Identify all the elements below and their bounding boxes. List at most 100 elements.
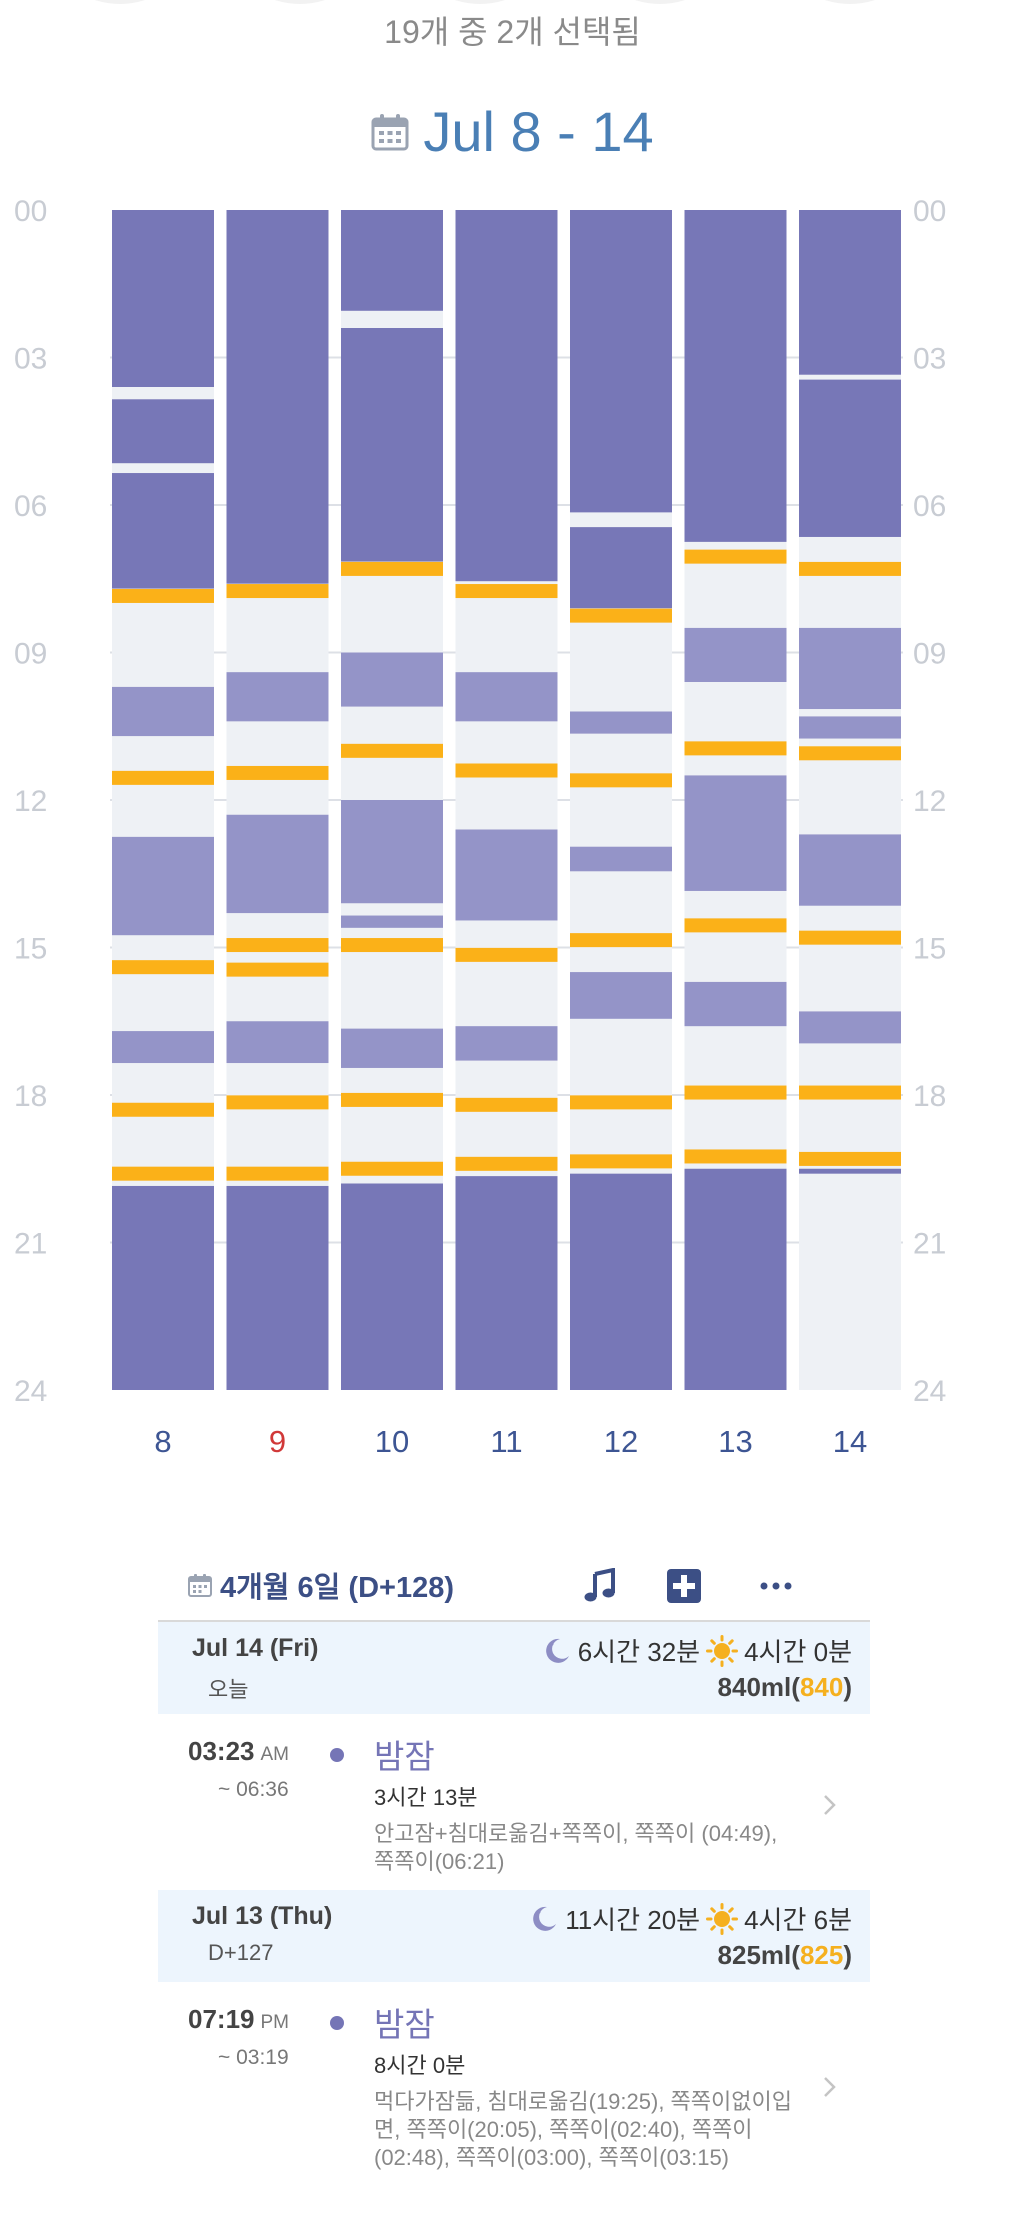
- sleep-entry[interactable]: 03:23 AM ~ 06:36 밤잠 3시간 13분 안고잠+침대로옮김+쪽쪽이…: [158, 1714, 870, 1890]
- feeding-mark: [799, 561, 901, 576]
- entry-ampm: PM: [260, 2012, 290, 2033]
- night-sleep-block: [226, 210, 329, 584]
- evening-sleep-block: [226, 1185, 329, 1390]
- more-icon[interactable]: [758, 1568, 794, 1604]
- selection-count: 19개 중 2개 선택됨: [384, 14, 641, 50]
- day-label: 13: [718, 1424, 752, 1459]
- entry-note: 먹다가잠듦, 침대로옮김(19:25), 쪽쪽이없이입면, 쪽쪽이(20:05)…: [374, 2089, 792, 2170]
- nap-block: [226, 1021, 329, 1064]
- entry-time: 03:23: [188, 1736, 255, 1766]
- feeding-mark: [112, 588, 214, 603]
- top-decoration: [95, 0, 875, 4]
- feeding-mark: [226, 765, 329, 780]
- hour-label-right: 06: [913, 490, 946, 523]
- night-sleep-total: 6시간 32분: [577, 1637, 701, 1667]
- hour-label-left: 06: [14, 490, 47, 523]
- evening-sleep-block: [455, 1176, 558, 1390]
- day-label: 8: [154, 1424, 171, 1459]
- calendar-icon: [371, 114, 409, 151]
- sun-icon: [706, 1634, 739, 1667]
- entry-duration: 3시간 13분: [374, 1785, 478, 1810]
- nap-block: [570, 711, 672, 734]
- week-range: Jul 8 - 14: [423, 100, 654, 163]
- night-sleep-block: [570, 210, 672, 513]
- milk-close: ): [843, 1672, 852, 1702]
- entry-title: 밤잠: [374, 2006, 435, 2043]
- moon-icon: [545, 1638, 569, 1663]
- chevron-right-icon: [824, 2077, 836, 2097]
- feeding-mark: [341, 1161, 443, 1176]
- entry-dot: [330, 2016, 344, 2030]
- feeding-mark: [226, 962, 329, 977]
- entry-title: 밤잠: [374, 1738, 435, 1775]
- milk-close: ): [843, 1940, 852, 1970]
- milk-total: 825ml(825): [718, 1940, 852, 1971]
- day-label: 12: [604, 1424, 638, 1459]
- day-summary: Jul 14 (Fri) 오늘 6시간 32분 4시간 0분 840ml(840…: [158, 1622, 870, 1714]
- feeding-mark: [684, 1149, 787, 1164]
- day-label: 14: [833, 1424, 867, 1459]
- nap-block: [799, 716, 901, 739]
- timeline-toolbar: 4개월 6일 (D+128): [158, 1550, 870, 1622]
- feeding-mark: [799, 1151, 901, 1166]
- milk-amount: 825ml(: [717, 1940, 800, 1970]
- feeding-mark: [455, 1156, 558, 1171]
- nap-block: [341, 1028, 443, 1068]
- feeding-mark: [341, 938, 443, 953]
- feeding-mark: [684, 549, 787, 564]
- hour-label-left: 12: [14, 785, 47, 818]
- day-label: 9: [269, 1424, 286, 1459]
- music-icon[interactable]: [582, 1568, 618, 1604]
- day-label: 10: [375, 1424, 409, 1459]
- entry-end-time: ~ 03:19: [218, 2046, 289, 2069]
- entry-ampm: AM: [260, 1744, 290, 1765]
- milk-count: 840: [799, 1672, 844, 1702]
- hour-label-right: 18: [913, 1080, 946, 1113]
- day-sub: D+127: [208, 1940, 274, 1965]
- week-selector[interactable]: Jul 8 - 14: [0, 95, 1025, 169]
- night-sleep-block: [112, 399, 214, 464]
- nap-block: [799, 1011, 901, 1044]
- feeding-mark: [455, 947, 558, 962]
- day-sub: 오늘: [208, 1677, 249, 1702]
- hour-label-right: 24: [913, 1375, 946, 1408]
- feeding-mark: [799, 930, 901, 945]
- nap-block: [341, 915, 443, 928]
- milk-total: 840ml(840): [718, 1672, 852, 1703]
- day-label: 11: [490, 1424, 522, 1459]
- hour-label-right: 03: [913, 343, 946, 376]
- feeding-mark: [799, 1085, 901, 1100]
- nap-block: [455, 1026, 558, 1061]
- nap-block: [684, 981, 787, 1027]
- nap-block: [455, 672, 558, 722]
- entry-start-time: 07:19 PM: [188, 2004, 289, 2035]
- night-sleep-block: [112, 473, 214, 589]
- feeding-mark: [455, 584, 558, 599]
- feeding-mark: [570, 933, 672, 948]
- nap-block: [684, 775, 787, 891]
- hour-label-left: 15: [14, 933, 47, 966]
- hour-label-right: 15: [913, 933, 946, 966]
- medical-plus-icon[interactable]: [666, 1568, 702, 1604]
- feeding-mark: [112, 1166, 214, 1181]
- feeding-mark: [570, 608, 672, 623]
- entry-duration: 8시간 0분: [374, 2053, 466, 2078]
- feeding-mark: [112, 960, 214, 975]
- hour-label-left: 24: [14, 1375, 47, 1408]
- night-sleep-block: [341, 328, 443, 562]
- sleep-summary: 6시간 32분 4시간 0분: [542, 1632, 852, 1669]
- sleep-entry[interactable]: 07:19 PM ~ 03:19 밤잠 8시간 0분 먹다가잠듦, 침대로옮김(1…: [158, 1982, 870, 2222]
- feeding-mark: [570, 1154, 672, 1169]
- feeding-mark: [684, 741, 787, 756]
- feeding-mark: [570, 773, 672, 788]
- feeding-mark: [226, 1166, 329, 1181]
- hour-label-right: 12: [913, 785, 946, 818]
- nap-block: [341, 652, 443, 707]
- hour-label-left: 18: [14, 1080, 47, 1113]
- hour-label-right: 00: [913, 195, 946, 228]
- moon-icon: [533, 1906, 557, 1931]
- hour-label-right: 21: [913, 1228, 946, 1261]
- entry-start-time: 03:23 AM: [188, 1736, 289, 1767]
- night-sleep-block: [684, 210, 787, 542]
- feeding-mark: [112, 770, 214, 785]
